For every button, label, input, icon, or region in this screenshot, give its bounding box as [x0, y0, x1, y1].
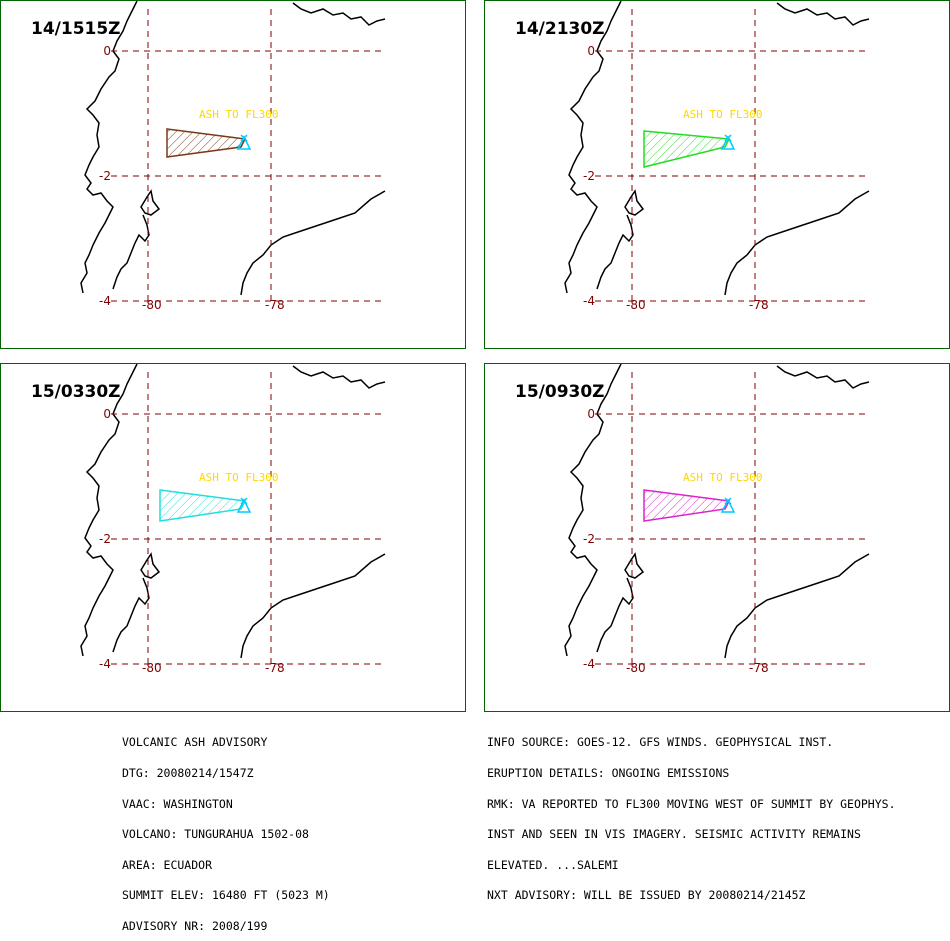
volcano-triangle: [720, 135, 736, 150]
ash-altitude-label: ASH TO FL300: [199, 471, 278, 484]
advisory-line: VOLCANO: TUNGURAHUA 1502-08: [122, 827, 309, 842]
latitude-label: -2: [583, 532, 595, 546]
volcano-mark: [724, 497, 732, 505]
ash-plume-polygon: [166, 128, 247, 158]
latitude-label: -4: [99, 657, 111, 671]
map-canvas: 0 -2 -4 -80 -78 ASH TO FL300: [564, 364, 870, 675]
volcano-mark: [240, 134, 248, 142]
longitude-label: -78: [749, 298, 769, 312]
advisory-line: SUMMIT ELEV: 16480 FT (5023 M): [122, 888, 330, 903]
coastline: [596, 364, 622, 415]
longitude-label: -80: [626, 298, 646, 312]
coastline: [776, 2, 870, 26]
coastline: [564, 50, 604, 294]
advisory-line: ELEVATED. ...SALEMI: [487, 857, 619, 872]
coastline: [564, 413, 604, 657]
advisory-line: VAAC: WASHINGTON: [122, 796, 233, 811]
coastline: [596, 1, 622, 52]
ash-plume-polygon: [643, 130, 731, 168]
volcano-mark: [724, 134, 732, 142]
map-canvas: 0 -2 -4 -80 -78 ASH TO FL300: [80, 364, 386, 675]
border-line: [724, 190, 870, 296]
border-line: [724, 553, 870, 659]
ash-altitude-label: ASH TO FL300: [683, 108, 762, 121]
volcano-icon: [236, 497, 252, 513]
coastline: [80, 50, 120, 294]
longitude-label: -78: [749, 661, 769, 675]
longitude-label: -80: [142, 661, 162, 675]
coastline: [112, 364, 138, 415]
map-panel-3: 0 -2 -4 -80 -78 ASH TO FL300 15/0330Z: [0, 363, 466, 712]
advisory-line: INFO SOURCE: GOES-12. GFS WINDS. GEOPHYS…: [487, 735, 834, 750]
panel-time-label: 14/2130Z: [515, 19, 605, 39]
latitude-label: 0: [103, 407, 111, 421]
latitude-label: 0: [587, 44, 595, 58]
panel-time-label: 15/0330Z: [31, 382, 121, 402]
advisory-text-right: INFO SOURCE: GOES-12. GFS WINDS. GEOPHYS…: [487, 717, 896, 911]
border-line: [240, 190, 386, 296]
map-panel-2: 0 -2 -4 -80 -78 ASH TO FL300 14/2130Z: [484, 0, 950, 349]
ash-plume-polygon: [159, 489, 247, 522]
latitude-label: -2: [583, 169, 595, 183]
gulf-outline: [624, 189, 645, 216]
latitude-label: -2: [99, 532, 111, 546]
ash-altitude-label: ASH TO FL300: [199, 108, 278, 121]
gulf-outline: [624, 552, 645, 579]
volcano-triangle: [720, 498, 736, 513]
coastline: [80, 413, 120, 657]
coastline: [292, 365, 386, 389]
panel-time-label: 14/1515Z: [31, 19, 121, 39]
advisory-line: INST AND SEEN IN VIS IMAGERY. SEISMIC AC…: [487, 827, 861, 842]
longitude-label: -80: [626, 661, 646, 675]
coastline: [112, 214, 150, 290]
volcano-icon: [236, 134, 252, 150]
volcano-triangle: [236, 135, 252, 150]
coastline: [292, 2, 386, 26]
advisory-line: DTG: 20080214/1547Z: [122, 766, 254, 780]
advisory-line: VOLCANIC ASH ADVISORY: [122, 735, 268, 750]
advisory-text-left: VOLCANIC ASH ADVISORY DTG: 20080214/1547…: [122, 717, 330, 941]
latitude-label: -4: [583, 657, 595, 671]
volcano-triangle: [236, 498, 252, 513]
coastline: [112, 1, 138, 52]
latitude-label: -2: [99, 169, 111, 183]
panel-time-label: 15/0930Z: [515, 382, 605, 402]
map-canvas: 0 -2 -4 -80 -78 ASH TO FL300: [564, 1, 870, 312]
latitude-label: 0: [103, 44, 111, 58]
longitude-label: -78: [265, 661, 285, 675]
longitude-label: -78: [265, 298, 285, 312]
border-line: [240, 553, 386, 659]
longitude-label: -80: [142, 298, 162, 312]
ash-plume-polygon: [643, 489, 731, 522]
coastline: [596, 577, 634, 653]
map-canvas: 0 -2 -4 -80 -78 ASH TO FL300: [80, 1, 386, 312]
latitude-label: -4: [583, 294, 595, 308]
latitude-label: -4: [99, 294, 111, 308]
map-panel-4: 0 -2 -4 -80 -78 ASH TO FL300 15/0930Z: [484, 363, 950, 712]
volcano-icon: [720, 497, 736, 513]
volcano-mark: [240, 497, 248, 505]
advisory-line: RMK: VA REPORTED TO FL300 MOVING WEST OF…: [487, 796, 896, 811]
advisory-line: ERUPTION DETAILS: ONGOING EMISSIONS: [487, 766, 730, 780]
advisory-line: AREA: ECUADOR: [122, 857, 213, 872]
gulf-outline: [140, 189, 161, 216]
coastline: [112, 577, 150, 653]
ash-altitude-label: ASH TO FL300: [683, 471, 762, 484]
gulf-outline: [140, 552, 161, 579]
advisory-line: ADVISORY NR: 2008/199: [122, 918, 268, 933]
coastline: [776, 365, 870, 389]
advisory-line: NXT ADVISORY: WILL BE ISSUED BY 20080214…: [487, 888, 806, 903]
latitude-label: 0: [587, 407, 595, 421]
map-panel-1: 0 -2 -4 -80 -78 ASH TO FL300 14/1515Z: [0, 0, 466, 349]
coastline: [596, 214, 634, 290]
volcano-icon: [720, 134, 736, 150]
